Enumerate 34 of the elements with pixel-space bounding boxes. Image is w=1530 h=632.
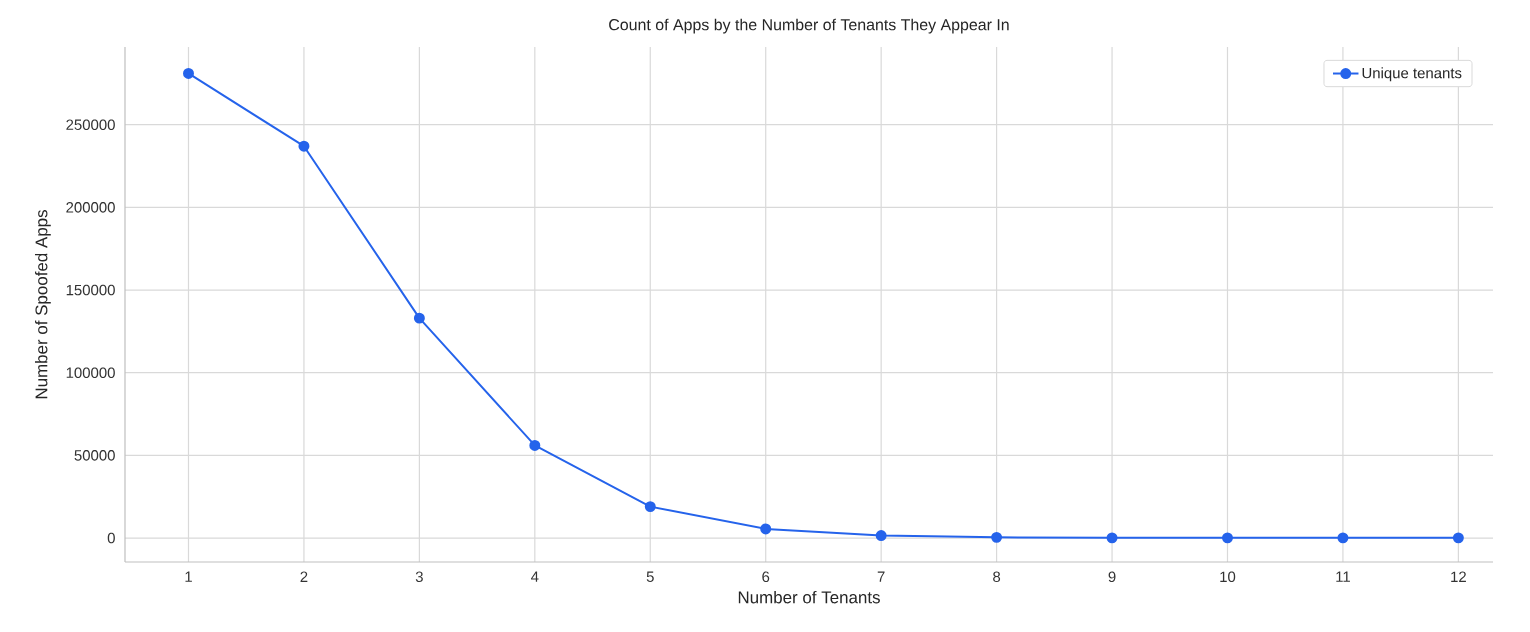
x-tick-label: 9 <box>1108 571 1116 583</box>
y-tick-label: 250000 <box>66 119 115 130</box>
point <box>183 67 194 79</box>
x-tick-label: 4 <box>531 571 539 582</box>
x-tick-label: 2 <box>300 571 308 582</box>
x-axis-title: Number of Tenants <box>738 590 880 604</box>
point <box>529 439 541 451</box>
point <box>1222 532 1233 544</box>
x-tick-label: 6 <box>762 571 770 583</box>
x-tick-label: 12 <box>1451 571 1466 582</box>
point <box>644 501 656 513</box>
point <box>875 530 887 542</box>
y-tick-label: 50000 <box>74 450 115 461</box>
y-axis-title: Number of Spoofed Apps <box>34 210 51 399</box>
y-tick-label: 150000 <box>66 284 115 296</box>
x-tick-label: 1 <box>185 571 192 582</box>
point <box>1106 532 1118 544</box>
x-tick-label: 8 <box>993 571 1001 583</box>
y-tick-label: 200000 <box>66 202 115 213</box>
legend-label: Unique tenants <box>1362 67 1462 82</box>
point <box>760 523 772 535</box>
x-tick-label: 3 <box>415 571 423 583</box>
point <box>1337 532 1349 544</box>
y-tick-label: 0 <box>107 532 115 544</box>
point <box>413 312 425 324</box>
x-tick-label: 5 <box>646 571 654 582</box>
x-tick-label: 11 <box>1336 571 1350 582</box>
x-tick-label: 7 <box>877 571 885 582</box>
x-tick-label: 10 <box>1220 571 1236 583</box>
point <box>991 531 1003 543</box>
chart-title: Count of Apps by the Number of Tenants They Appear In <box>609 18 1009 34</box>
point <box>298 140 310 152</box>
y-tick-label: 100000 <box>66 367 115 378</box>
point <box>1452 532 1464 544</box>
